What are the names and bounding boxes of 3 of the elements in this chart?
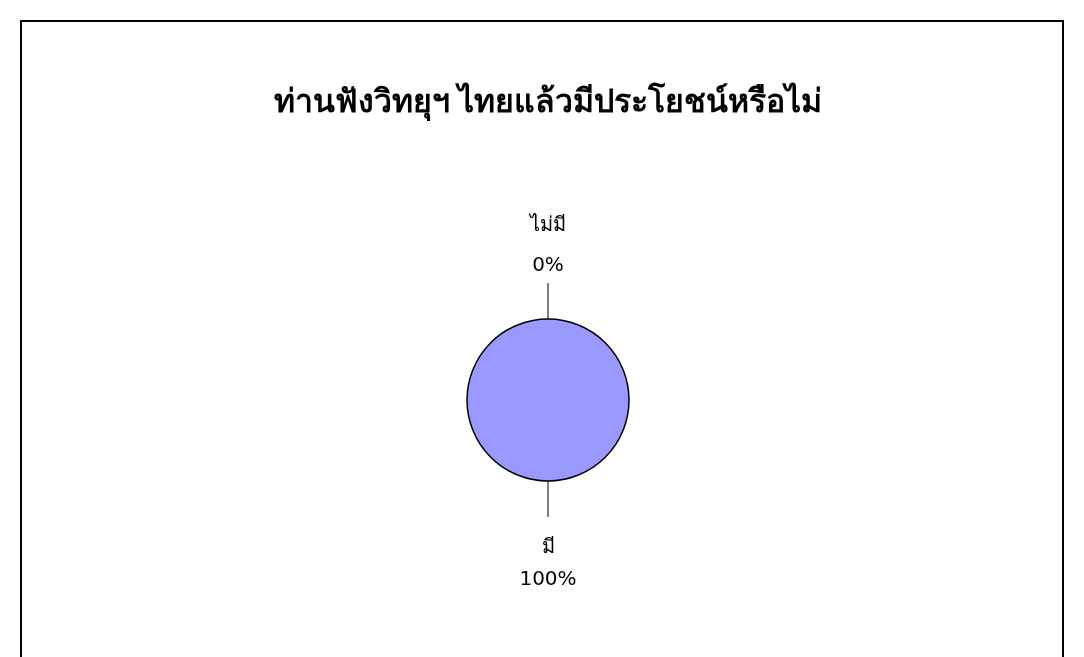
chart-title: ท่านฟังวิทยุฯ ไทยแล้วมีประโยชน์หรือไม่ <box>274 82 822 122</box>
slice-label: มี <box>541 534 555 558</box>
data-label: 100% <box>519 566 577 590</box>
